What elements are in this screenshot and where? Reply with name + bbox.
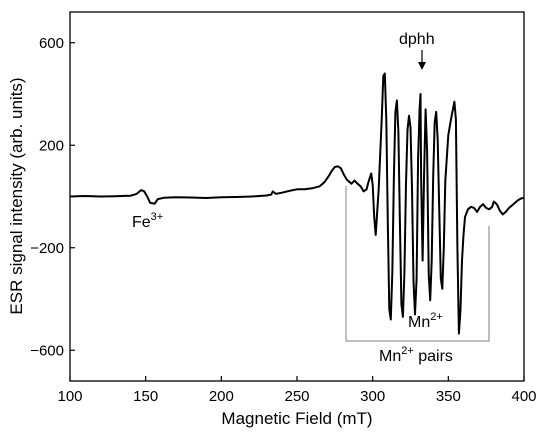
x-tick-label: 100 [57,388,82,405]
mn-label: Mn2+ [408,311,443,331]
mn-pairs-bracket [345,186,490,342]
x-tick-label: 400 [511,388,536,405]
y-tick-label: 200 [39,137,64,154]
y-tick-label: 600 [39,35,64,52]
x-axis-title: Magnetic Field (mT) [221,409,372,428]
dphh-arrow [418,50,426,70]
x-tick-label: 250 [284,388,309,405]
y-axis-title: ESR signal intensity (arb. units) [7,77,26,314]
x-tick-label: 300 [360,388,385,405]
y-tick-label: −200 [30,240,64,257]
x-axis-ticks: 100 150 200 250 300 350 400 [57,376,537,405]
y-tick-label: −600 [30,342,64,359]
x-tick-label: 150 [133,388,158,405]
x-tick-label: 350 [436,388,461,405]
y-axis-ticks: −600 −200 200 600 [30,35,75,359]
x-tick-label: 200 [209,388,234,405]
dphh-label: dphh [399,31,435,48]
mn-pairs-label: Mn2+ pairs [379,345,453,365]
fe-label: Fe3+ [132,211,163,231]
series-line [69,72,525,335]
